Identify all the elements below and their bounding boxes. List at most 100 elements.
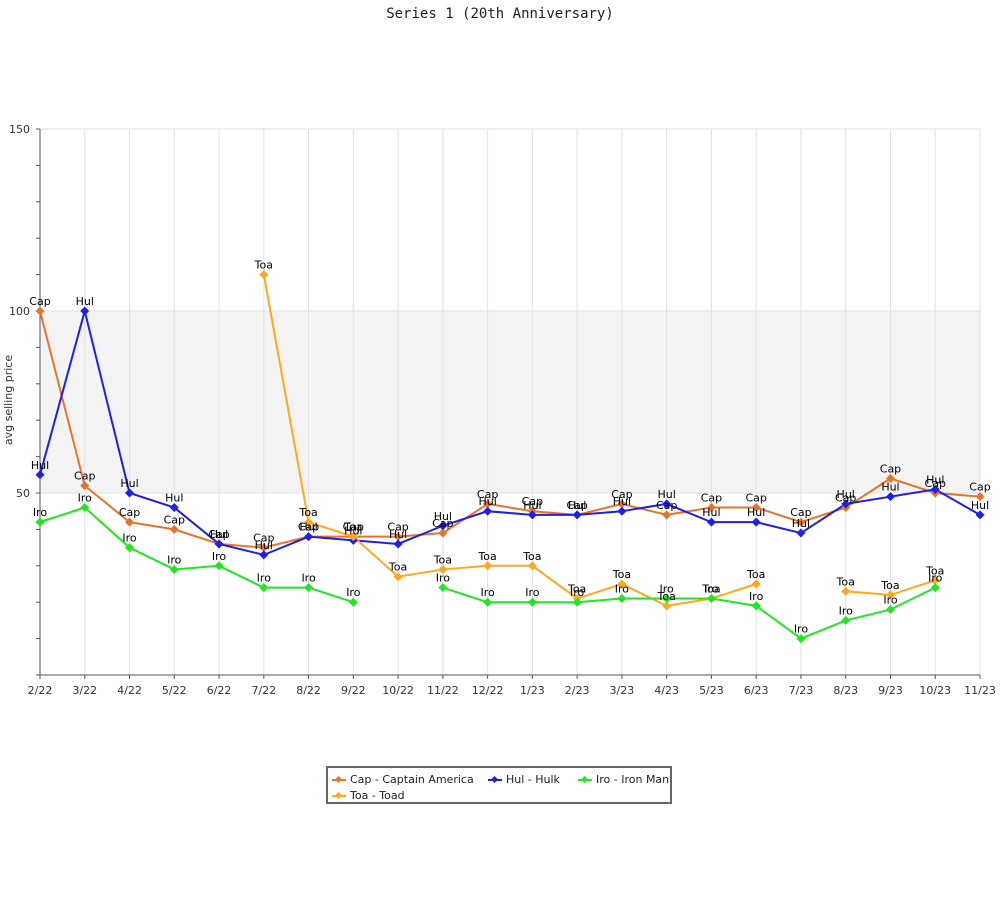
data-point-hul <box>527 510 537 520</box>
data-label-iro: Iro <box>615 583 630 596</box>
data-label-hul: Hul <box>658 488 676 501</box>
x-tick-label: 6/22 <box>207 684 232 697</box>
data-label-cap: Cap <box>387 521 408 534</box>
data-point-toa <box>617 579 627 589</box>
x-tick-label: 5/23 <box>699 684 724 697</box>
data-point-toa <box>393 572 403 582</box>
data-label-cap: Cap <box>745 492 766 505</box>
data-label-cap: Cap <box>74 470 95 483</box>
data-label-cap: Cap <box>790 506 811 519</box>
data-label-hul: Hul <box>389 528 407 541</box>
x-tick-label: 2/22 <box>28 684 53 697</box>
data-label-cap: Cap <box>611 488 632 501</box>
data-label-hul: Hul <box>881 481 899 494</box>
data-point-hul <box>35 470 45 480</box>
data-label-hul: Hul <box>702 506 720 519</box>
data-point-cap <box>393 532 403 542</box>
chart-title: Series 1 (20th Anniversary) <box>386 6 614 22</box>
grid <box>39 128 981 675</box>
data-point-toa <box>483 561 493 571</box>
legend-entry-cap: Cap - Captain America <box>332 773 474 786</box>
x-tick-label: 6/23 <box>744 684 769 697</box>
data-point-iro <box>662 594 672 604</box>
data-point-iro <box>617 594 627 604</box>
legend-marker-cap <box>332 775 346 785</box>
data-label-cap: Cap <box>29 295 50 308</box>
data-label-hul: Hul <box>926 473 944 486</box>
data-point-iro <box>930 583 940 593</box>
data-label-hul: Hul <box>344 524 362 537</box>
data-point-hul <box>259 550 269 560</box>
data-label-hul: Hul <box>837 488 855 501</box>
data-point-iro <box>80 503 90 513</box>
data-point-cap <box>483 499 493 509</box>
data-point-iro <box>348 597 358 607</box>
legend-entry-hul: Hul - Hulk <box>488 773 560 786</box>
data-label-cap: Cap <box>298 521 319 534</box>
data-label-iro: Iro <box>570 586 585 599</box>
data-point-iro <box>259 583 269 593</box>
data-label-hul: Hul <box>299 521 317 534</box>
data-point-cap <box>975 492 985 502</box>
data-label-iro: Iro <box>660 583 675 596</box>
legend-marker-iro <box>578 775 592 785</box>
data-point-hul <box>751 517 761 527</box>
data-label-hul: Hul <box>613 495 631 508</box>
series-line-iro <box>442 586 936 640</box>
data-point-hul <box>796 528 806 538</box>
data-point-toa <box>930 575 940 585</box>
data-point-hul <box>125 488 135 498</box>
data-label-toa: Toa <box>522 550 541 563</box>
data-label-cap: Cap <box>208 528 229 541</box>
series-lines <box>39 274 981 640</box>
data-label-toa: Toa <box>701 583 720 596</box>
data-point-cap <box>80 481 90 491</box>
data-label-cap: Cap <box>253 532 274 545</box>
y-tick-label: 150 <box>9 123 30 136</box>
data-point-cap <box>662 510 672 520</box>
data-point-hul <box>662 499 672 509</box>
data-label-cap: Cap <box>701 492 722 505</box>
x-tick-label: 11/23 <box>964 684 996 697</box>
data-point-hul <box>80 306 90 316</box>
x-tick-label: 8/22 <box>296 684 321 697</box>
legend-label-iro: Iro - Iron Man <box>596 773 670 786</box>
data-point-cap <box>706 503 716 513</box>
data-label-toa: Toa <box>343 521 362 534</box>
data-label-iro: Iro <box>839 604 854 617</box>
data-point-cap <box>169 524 179 534</box>
data-label-cap: Cap <box>343 521 364 534</box>
data-label-iro: Iro <box>122 532 137 545</box>
x-tick-label: 7/22 <box>251 684 276 697</box>
data-label-cap: Cap <box>880 462 901 475</box>
data-label-iro: Iro <box>167 553 182 566</box>
data-label-cap: Cap <box>969 481 990 494</box>
data-point-cap <box>617 499 627 509</box>
data-label-cap: Cap <box>522 495 543 508</box>
data-point-hul <box>214 539 224 549</box>
data-label-iro: Iro <box>78 492 93 505</box>
x-tick-label: 4/23 <box>654 684 679 697</box>
legend-label-toa: Toa - Toad <box>350 789 405 802</box>
data-label-toa: Toa <box>880 579 899 592</box>
data-label-toa: Toa <box>925 564 944 577</box>
data-point-hul <box>438 521 448 531</box>
x-tick-label: 3/22 <box>72 684 97 697</box>
data-label-cap: Cap <box>164 513 185 526</box>
data-point-iro <box>841 615 851 625</box>
data-label-hul: Hul <box>76 295 94 308</box>
data-point-iro <box>527 597 537 607</box>
data-label-iro: Iro <box>794 623 809 636</box>
data-point-toa <box>751 579 761 589</box>
data-point-cap <box>751 503 761 513</box>
data-label-iro: Iro <box>436 572 451 585</box>
data-point-cap <box>125 517 135 527</box>
data-point-hul <box>706 517 716 527</box>
x-tick-label: 10/23 <box>919 684 951 697</box>
legend-label-cap: Cap - Captain America <box>350 773 474 786</box>
y-tick-label: 50 <box>16 487 30 500</box>
data-label-cap: Cap <box>477 488 498 501</box>
data-point-iro <box>796 634 806 644</box>
x-tick-label: 7/23 <box>789 684 814 697</box>
